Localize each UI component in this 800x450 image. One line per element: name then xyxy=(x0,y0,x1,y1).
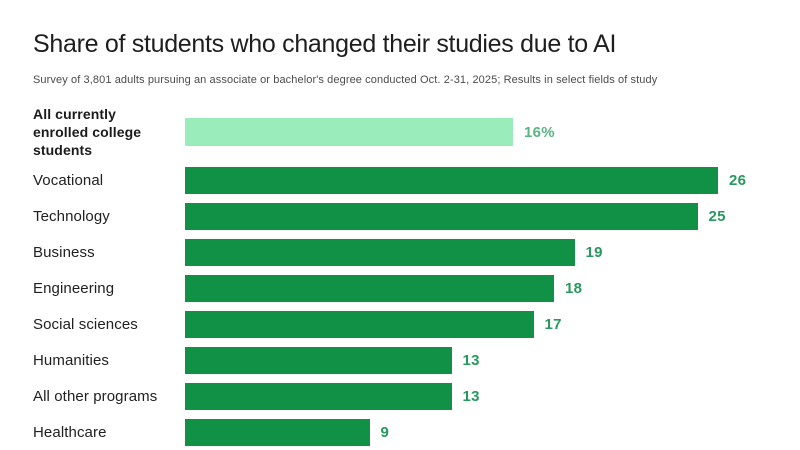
value-label: 17 xyxy=(544,316,562,333)
value-label: 26 xyxy=(729,172,747,189)
value-label: 13 xyxy=(462,352,480,369)
bar xyxy=(185,239,575,266)
value-label: 9 xyxy=(380,424,390,441)
value-label: 16% xyxy=(524,123,555,141)
bar-chart: All currently enrolled college students … xyxy=(33,105,800,446)
bar xyxy=(185,275,554,302)
page-title: Share of students who changed their stud… xyxy=(33,30,617,58)
row-label: All currently enrolled college students xyxy=(33,106,142,158)
row-label: All other programs xyxy=(33,388,158,405)
value-label: 19 xyxy=(585,244,603,261)
chart-row-humanities: Humanities 13 xyxy=(33,347,800,374)
row-label: Vocational xyxy=(33,172,104,189)
bar xyxy=(185,118,513,146)
value-label: 18 xyxy=(565,280,583,297)
chart-row-all-students: All currently enrolled college students … xyxy=(33,105,800,159)
row-label: Social sciences xyxy=(33,316,138,333)
bar xyxy=(185,383,452,410)
chart-subtitle: Survey of 3,801 adults pursuing an assoc… xyxy=(33,74,658,86)
chart-row-vocational: Vocational 26 xyxy=(33,167,800,194)
chart-row-engineering: Engineering 18 xyxy=(33,275,800,302)
value-label: 13 xyxy=(462,388,480,405)
chart-row-healthcare: Healthcare 9 xyxy=(33,419,800,446)
bar xyxy=(185,347,452,374)
chart-row-social-sciences: Social sciences 17 xyxy=(33,311,800,338)
chart-row-technology: Technology 25 xyxy=(33,203,800,230)
row-label: Healthcare xyxy=(33,424,107,441)
row-label: Engineering xyxy=(33,280,115,297)
chart-row-business: Business 19 xyxy=(33,239,800,266)
row-label: Humanities xyxy=(33,352,110,369)
value-label: 25 xyxy=(708,208,726,225)
bar xyxy=(185,419,370,446)
row-label: Technology xyxy=(33,208,110,225)
bar xyxy=(185,203,698,230)
bar xyxy=(185,311,534,338)
bar xyxy=(185,167,718,194)
chart-row-all-other-programs: All other programs 13 xyxy=(33,383,800,410)
row-label: Business xyxy=(33,244,95,261)
